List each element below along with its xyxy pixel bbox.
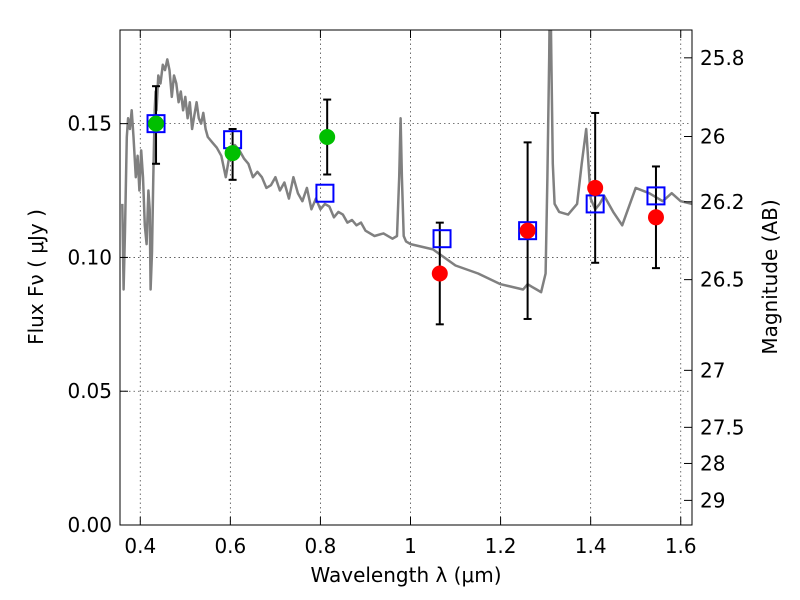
right-tick-label: 25.8 bbox=[700, 46, 745, 70]
observed-point bbox=[519, 222, 536, 239]
x-tick-label: 0.4 bbox=[124, 534, 156, 558]
y-tick-label: 0.10 bbox=[67, 245, 112, 269]
x-tick-label: 0.8 bbox=[305, 534, 337, 558]
x-tick-label: 1.2 bbox=[485, 534, 517, 558]
model-photometry-point bbox=[518, 221, 538, 241]
observed-point bbox=[587, 179, 604, 196]
axes: 0.4 0.6 0.8 1 1.2 1.4 1.6 0.00 0.05 0.10 0.15 25.8 2… bbox=[67, 30, 745, 558]
right-tick-label: 26 bbox=[700, 124, 725, 148]
y-tick-label: 0.05 bbox=[67, 379, 112, 403]
model-photometry-point bbox=[646, 186, 666, 206]
observed-point bbox=[224, 145, 241, 162]
model-photometry-point bbox=[146, 114, 166, 134]
observed-point bbox=[319, 129, 336, 146]
y-tick-label: 0.00 bbox=[67, 513, 112, 537]
plot-frame bbox=[119, 29, 693, 526]
right-axis-label: Magnitude (AB) bbox=[758, 199, 782, 354]
plot-area bbox=[121, 30, 692, 326]
right-tick-label: 27 bbox=[700, 358, 725, 382]
x-axis-label: Wavelength λ (μm) bbox=[310, 563, 501, 587]
right-tick-label: 26.2 bbox=[700, 190, 745, 214]
right-tick-label: 27.5 bbox=[700, 415, 745, 439]
model-photometry-point bbox=[432, 229, 452, 249]
right-tick-label: 28 bbox=[700, 451, 725, 475]
model-photometry-point bbox=[315, 183, 335, 203]
y-axis-label: Flux Fν ( μJy ) bbox=[24, 209, 48, 345]
x-tick-label: 1.4 bbox=[575, 534, 607, 558]
grid bbox=[120, 30, 692, 526]
observed-point bbox=[148, 115, 165, 132]
observed-point bbox=[431, 265, 448, 282]
x-tick-label: 1.6 bbox=[665, 534, 697, 558]
x-tick-label: 1 bbox=[404, 534, 417, 558]
right-tick-label: 29 bbox=[700, 488, 725, 512]
observed-point bbox=[647, 209, 664, 226]
right-tick-label: 26.5 bbox=[700, 268, 745, 292]
spectrum-line bbox=[121, 30, 692, 294]
x-tick-label: 0.6 bbox=[214, 534, 246, 558]
y-tick-label: 0.15 bbox=[67, 112, 112, 136]
